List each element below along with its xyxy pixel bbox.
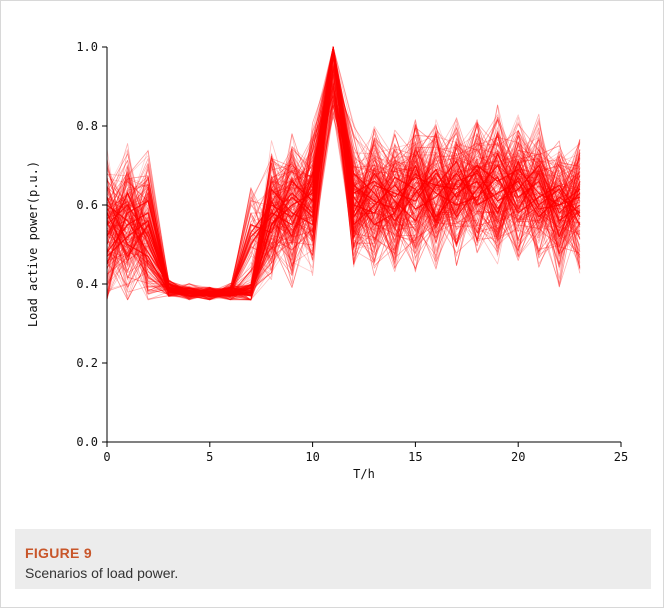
- axes: [106, 47, 621, 443]
- x-tick-label: 0: [103, 450, 110, 464]
- scenario-line: [106, 46, 581, 299]
- figure-label: FIGURE 9: [25, 545, 92, 561]
- figure-caption-text: Scenarios of load power.: [25, 565, 179, 581]
- scenario-line: [106, 91, 581, 300]
- scenario-line: [106, 50, 581, 297]
- scenario-line: [106, 100, 581, 300]
- scenario-line: [106, 81, 581, 301]
- y-tick-label: 0.8: [76, 119, 98, 133]
- y-tick-label: 0.4: [76, 277, 98, 291]
- load-power-chart: 0 5 10 15 20 25 0.0 0.2 0.4 0.6 0.8 1.0 T/h Load a…: [26, 40, 628, 481]
- y-tick-label: 0.2: [76, 356, 98, 370]
- x-tick-label: 5: [206, 450, 213, 464]
- x-tick-label: 15: [408, 450, 422, 464]
- x-tick-label: 10: [305, 450, 319, 464]
- figure-caption: FIGURE 9 Scenarios of load power.: [15, 529, 651, 589]
- scenario-line: [106, 46, 581, 299]
- scenario-line: [106, 46, 581, 297]
- scenario-line: [106, 68, 581, 298]
- scenario-line: [106, 111, 581, 300]
- scenario-line: [106, 86, 581, 301]
- scenario-line: [106, 88, 581, 297]
- scenario-line: [106, 46, 581, 297]
- scenario-line: [106, 54, 581, 297]
- scenario-line: [106, 57, 580, 300]
- x-tick-label: 25: [614, 450, 628, 464]
- x-tick-label: 20: [511, 450, 525, 464]
- scenario-line: [106, 87, 581, 301]
- scenario-line: [106, 50, 581, 297]
- x-axis-label: T/h: [353, 467, 375, 481]
- scenario-line: [106, 46, 580, 297]
- y-tick-label: 0.0: [76, 435, 98, 449]
- scenario-line: [106, 104, 581, 297]
- y-tick-label: 1.0: [76, 40, 98, 54]
- scenario-lines: [106, 46, 581, 301]
- y-ticks: 0.0 0.2 0.4 0.6 0.8 1.0: [76, 40, 107, 449]
- scenario-line: [106, 96, 581, 300]
- y-tick-label: 0.6: [76, 198, 98, 212]
- y-axis-label: Load active power(p.u.): [26, 161, 40, 327]
- x-ticks: 0 5 10 15 20 25: [103, 442, 628, 464]
